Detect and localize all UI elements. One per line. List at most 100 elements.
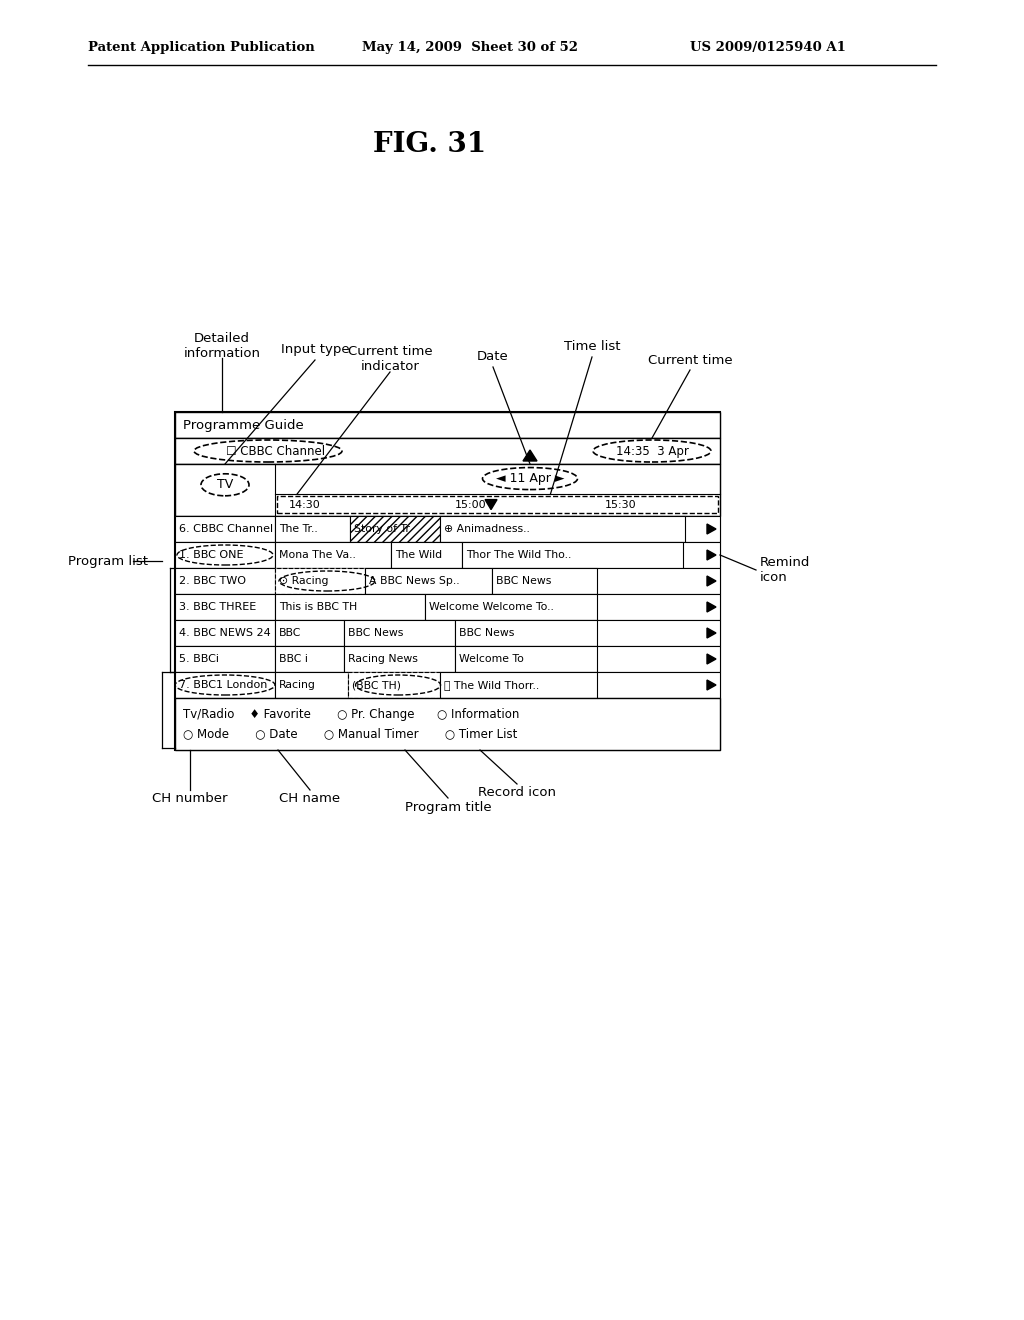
Text: 14:35  3 Apr: 14:35 3 Apr bbox=[615, 445, 688, 458]
Text: Record icon: Record icon bbox=[478, 785, 556, 799]
Bar bbox=[175, 543, 275, 568]
Text: Remind
icon: Remind icon bbox=[760, 556, 810, 583]
Bar bbox=[175, 516, 720, 543]
Bar bbox=[348, 672, 440, 698]
Bar bbox=[175, 516, 275, 543]
Text: Thor The Wild Tho..: Thor The Wild Tho.. bbox=[466, 550, 571, 560]
Text: ⌛ The Wild Thorr..: ⌛ The Wild Thorr.. bbox=[444, 680, 540, 690]
Bar bbox=[175, 645, 275, 672]
Text: Date: Date bbox=[477, 351, 509, 363]
Text: 3. BBC THREE: 3. BBC THREE bbox=[179, 602, 256, 612]
Text: (BBC TH): (BBC TH) bbox=[352, 680, 401, 690]
Text: Detailed
information: Detailed information bbox=[183, 333, 260, 360]
Text: 5. BBCi: 5. BBCi bbox=[179, 653, 219, 664]
Text: 2. BBC TWO: 2. BBC TWO bbox=[179, 576, 246, 586]
Polygon shape bbox=[707, 576, 716, 586]
Text: BBC News: BBC News bbox=[347, 628, 403, 638]
Text: 14:30: 14:30 bbox=[289, 499, 321, 510]
Bar bbox=[425, 594, 597, 620]
Bar bbox=[175, 594, 275, 620]
Bar bbox=[275, 620, 344, 645]
Ellipse shape bbox=[593, 440, 711, 462]
Text: BBC News: BBC News bbox=[459, 628, 514, 638]
Text: BBC i: BBC i bbox=[279, 653, 308, 664]
Text: Programme Guide: Programme Guide bbox=[183, 418, 304, 432]
Text: Patent Application Publication: Patent Application Publication bbox=[88, 41, 314, 54]
Text: BBC News: BBC News bbox=[496, 576, 551, 586]
Bar bbox=[275, 543, 391, 568]
Bar bbox=[366, 568, 492, 594]
Ellipse shape bbox=[201, 474, 249, 496]
Bar bbox=[175, 698, 720, 750]
Text: Tv/Radio    ♦ Favorite       ○ Pr. Change      ○ Information: Tv/Radio ♦ Favorite ○ Pr. Change ○ Infor… bbox=[183, 708, 519, 721]
Text: ⊙ Racing: ⊙ Racing bbox=[279, 576, 329, 586]
Polygon shape bbox=[707, 524, 716, 535]
Bar bbox=[175, 672, 720, 698]
Ellipse shape bbox=[194, 440, 342, 462]
Bar bbox=[275, 645, 344, 672]
Polygon shape bbox=[707, 628, 716, 638]
Bar bbox=[462, 543, 683, 568]
Bar bbox=[175, 543, 720, 568]
Text: FIG. 31: FIG. 31 bbox=[374, 132, 486, 158]
Bar bbox=[440, 516, 685, 543]
Text: TV: TV bbox=[217, 478, 233, 491]
Bar bbox=[175, 568, 275, 594]
Text: 6. CBBC Channel: 6. CBBC Channel bbox=[179, 524, 273, 535]
Text: ◄ 11 Apr ►: ◄ 11 Apr ► bbox=[496, 473, 564, 484]
Bar bbox=[344, 645, 456, 672]
Text: Current time
indicator: Current time indicator bbox=[348, 345, 432, 374]
Bar bbox=[456, 620, 597, 645]
Bar bbox=[175, 620, 275, 645]
Bar bbox=[175, 412, 720, 750]
Text: Welcome To: Welcome To bbox=[459, 653, 524, 664]
Bar bbox=[440, 672, 597, 698]
Text: This is BBC TH: This is BBC TH bbox=[279, 602, 357, 612]
Text: US 2009/0125940 A1: US 2009/0125940 A1 bbox=[690, 41, 846, 54]
Text: Mona The Va..: Mona The Va.. bbox=[279, 550, 356, 560]
Bar bbox=[275, 594, 425, 620]
Bar bbox=[175, 438, 720, 465]
Bar bbox=[344, 620, 456, 645]
FancyBboxPatch shape bbox=[278, 496, 718, 513]
Text: Racing News: Racing News bbox=[347, 653, 418, 664]
Bar bbox=[175, 620, 720, 645]
Text: ○ Mode       ○ Date       ○ Manual Timer       ○ Timer List: ○ Mode ○ Date ○ Manual Timer ○ Timer Lis… bbox=[183, 727, 517, 739]
Text: May 14, 2009  Sheet 30 of 52: May 14, 2009 Sheet 30 of 52 bbox=[362, 41, 578, 54]
Text: Time list: Time list bbox=[564, 341, 621, 354]
Text: CH name: CH name bbox=[280, 792, 341, 804]
Text: Program list: Program list bbox=[68, 554, 148, 568]
Text: 7. BBC1 London: 7. BBC1 London bbox=[179, 680, 267, 690]
Bar bbox=[275, 672, 348, 698]
Bar bbox=[391, 543, 462, 568]
Text: The Wild: The Wild bbox=[395, 550, 442, 560]
Ellipse shape bbox=[482, 467, 578, 490]
Bar bbox=[456, 645, 597, 672]
Bar bbox=[275, 568, 366, 594]
Bar bbox=[175, 672, 275, 698]
Text: A BBC News Sp..: A BBC News Sp.. bbox=[369, 576, 460, 586]
Text: Input type: Input type bbox=[281, 343, 349, 356]
Text: ⊕ Animadness..: ⊕ Animadness.. bbox=[444, 524, 530, 535]
Polygon shape bbox=[523, 450, 537, 461]
Bar bbox=[175, 568, 720, 594]
Text: Welcome Welcome To..: Welcome Welcome To.. bbox=[429, 602, 554, 612]
Bar bbox=[350, 516, 440, 543]
Text: 1. BBC ONE: 1. BBC ONE bbox=[179, 550, 244, 560]
Text: BBC: BBC bbox=[279, 628, 301, 638]
Bar bbox=[175, 465, 720, 516]
Polygon shape bbox=[707, 680, 716, 690]
Bar bbox=[175, 412, 720, 438]
Polygon shape bbox=[707, 550, 716, 560]
Text: 15:30: 15:30 bbox=[605, 499, 637, 510]
Text: Racing: Racing bbox=[279, 680, 315, 690]
Polygon shape bbox=[707, 602, 716, 612]
Bar bbox=[275, 516, 350, 543]
Polygon shape bbox=[485, 499, 497, 510]
Text: Current time: Current time bbox=[648, 354, 732, 367]
Bar bbox=[492, 568, 597, 594]
Text: The Tr..: The Tr.. bbox=[279, 524, 317, 535]
Text: Program title: Program title bbox=[404, 801, 492, 814]
Bar bbox=[175, 594, 720, 620]
Text: ☐ CBBC Channel: ☐ CBBC Channel bbox=[226, 445, 326, 458]
